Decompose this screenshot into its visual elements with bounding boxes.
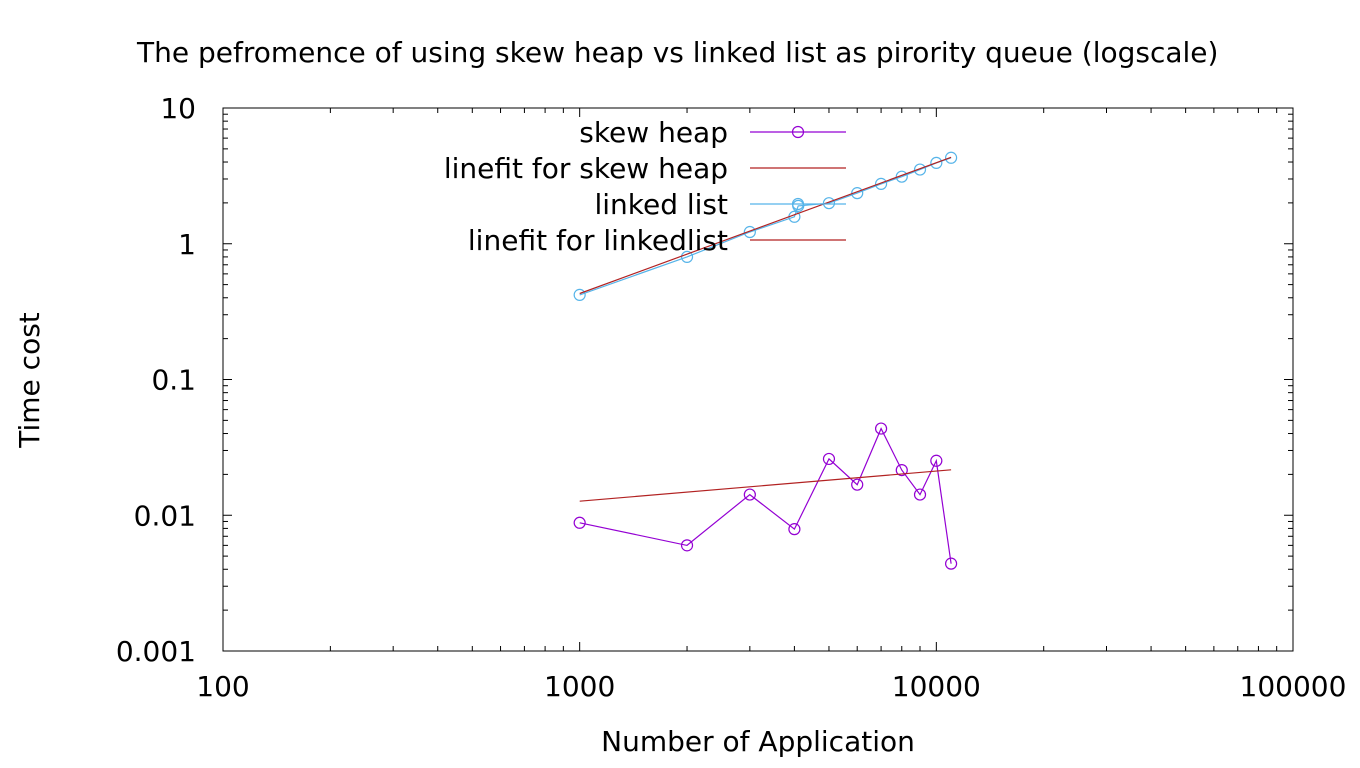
axis-ticks: 100 1000 10000 100000 0.001 0.01 0.1 1 10 [116,92,1347,703]
data-point [743,488,756,501]
data-point [895,170,908,183]
data-point [913,163,927,176]
data-point [874,177,888,190]
data-point [680,250,694,264]
y-tick-label: 0.1 [151,364,196,397]
data-point [851,478,864,491]
y-tick-label: 0.01 [134,499,196,532]
legend-marker [791,125,805,139]
data-point [822,197,836,210]
legend-marker [791,197,805,211]
series-line [579,427,952,564]
x-tick-label: 100000 [1240,670,1347,703]
series-3 [579,156,952,295]
y-tick-label: 10 [160,92,196,125]
series-line [579,157,952,296]
data-point [743,225,756,239]
data-point [822,452,836,466]
series-line [579,469,952,502]
chart-title: The pefromence of using skew heap vs lin… [136,36,1218,69]
y-tick-label: 0.001 [116,635,196,668]
plot-frame [222,107,1294,652]
data-point [930,156,943,170]
data-point [573,288,586,301]
x-axis-title: Number of Application [601,725,915,758]
series-layer [573,151,958,570]
data-point [573,516,586,529]
series-0 [573,422,958,570]
data-point [913,488,927,501]
data-point [895,464,908,477]
data-point [944,557,958,570]
series-1 [579,469,952,502]
legend-label: linefit for linkedlist [468,224,728,257]
data-point [874,422,888,435]
legend-label: linked list [594,188,728,221]
legend-label: linefit for skew heap [444,152,728,185]
legend-label: skew heap [579,116,728,149]
data-point [944,151,958,164]
data-point [788,523,801,536]
data-point [680,539,694,552]
x-tick-label: 1000 [544,670,615,703]
series-2 [573,151,958,301]
series-line [579,156,952,295]
x-tick-label: 10000 [892,670,981,703]
x-tick-label: 100 [196,670,249,703]
y-axis-title: Time cost [13,312,46,449]
y-tick-label: 1 [178,228,196,261]
data-point [930,454,943,467]
